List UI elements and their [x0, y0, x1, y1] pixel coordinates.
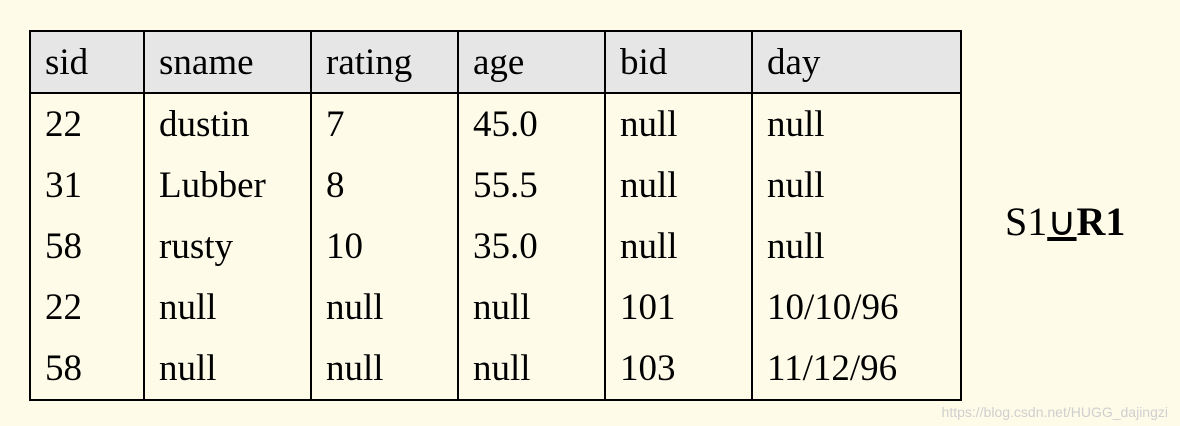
- table-row: 58 rusty 10 35.0 null null: [29, 216, 962, 277]
- table-cell: 22: [29, 277, 145, 338]
- table-cell: rusty: [143, 216, 312, 277]
- table-cell: null: [310, 277, 459, 338]
- table-cell: 10: [310, 216, 459, 277]
- table-cell: 31: [29, 155, 145, 216]
- expression: S1∪R1: [1005, 198, 1125, 245]
- expr-left: S1: [1005, 199, 1048, 244]
- column-header: age: [457, 31, 606, 94]
- table-cell: 11/12/96: [751, 338, 962, 400]
- table-cell: 45.0: [457, 93, 606, 155]
- expr-right: R1: [1076, 199, 1126, 244]
- table-cell: null: [751, 216, 962, 277]
- column-header: rating: [310, 31, 459, 94]
- expr-operator: ∪: [1047, 199, 1077, 244]
- table-cell: Lubber: [143, 155, 312, 216]
- table-cell: 55.5: [457, 155, 606, 216]
- table-cell: null: [310, 338, 459, 400]
- table-cell: null: [143, 277, 312, 338]
- header-row: sid sname rating age bid day: [29, 31, 962, 94]
- column-header: day: [751, 31, 962, 94]
- table-cell: 7: [310, 93, 459, 155]
- watermark: https://blog.csdn.net/HUGG_dajingzi: [941, 404, 1168, 420]
- table-cell: null: [457, 277, 606, 338]
- table-row: 22 dustin 7 45.0 null null: [29, 93, 962, 155]
- table-cell: null: [604, 93, 753, 155]
- table-cell: 101: [604, 277, 753, 338]
- result-table: sid sname rating age bid day 22 dustin 7 45.0 nul…: [29, 30, 962, 401]
- column-header: bid: [604, 31, 753, 94]
- column-header: sname: [143, 31, 312, 94]
- table-cell: 58: [29, 216, 145, 277]
- table-cell: 58: [29, 338, 145, 400]
- table-row: 22 null null null 101 10/10/96: [29, 277, 962, 338]
- table-cell: null: [751, 155, 962, 216]
- table-cell: 103: [604, 338, 753, 400]
- table-cell: 22: [29, 93, 145, 155]
- column-header: sid: [29, 31, 145, 94]
- table-cell: null: [604, 155, 753, 216]
- table-cell: dustin: [143, 93, 312, 155]
- table-body: 22 dustin 7 45.0 null null 31 Lubber 8 55.5 null nu…: [29, 93, 962, 400]
- table-row: 58 null null null 103 11/12/96: [29, 338, 962, 400]
- table-cell: 8: [310, 155, 459, 216]
- table-cell: 10/10/96: [751, 277, 962, 338]
- table-row: 31 Lubber 8 55.5 null null: [29, 155, 962, 216]
- table-cell: null: [457, 338, 606, 400]
- table-cell: null: [751, 93, 962, 155]
- table-cell: null: [143, 338, 312, 400]
- table-cell: 35.0: [457, 216, 606, 277]
- table-cell: null: [604, 216, 753, 277]
